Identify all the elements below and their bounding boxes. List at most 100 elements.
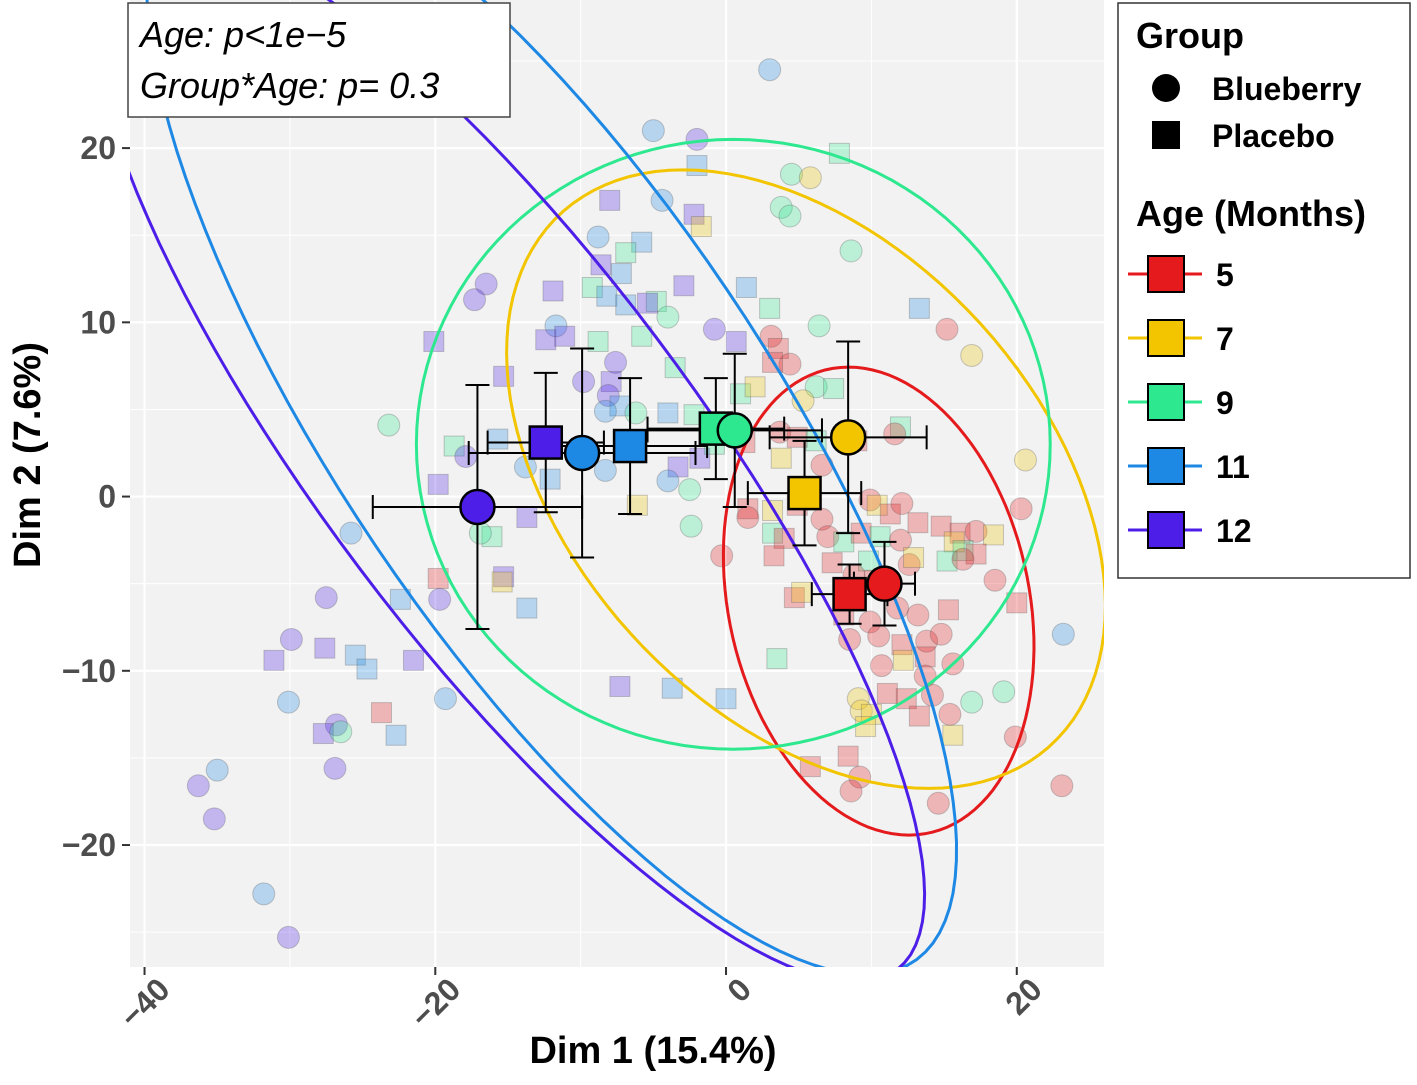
data-point-blueberry <box>779 162 803 186</box>
data-point-placebo <box>609 675 631 697</box>
data-point-blueberry <box>678 478 702 502</box>
data-point-blueberry <box>846 687 870 711</box>
data-point-blueberry <box>586 225 610 249</box>
legend-age-label: 12 <box>1216 513 1252 549</box>
data-point-placebo <box>791 581 813 603</box>
data-point-placebo <box>344 644 366 666</box>
data-point-placebo <box>402 649 424 671</box>
data-point-placebo <box>683 203 705 225</box>
legend-age-swatch <box>1147 383 1185 421</box>
data-point-blueberry <box>890 492 914 516</box>
data-point-placebo <box>949 522 971 544</box>
data-point-placebo <box>725 330 747 352</box>
data-point-blueberry <box>888 528 912 552</box>
centroid-placebo-age-11 <box>612 428 648 464</box>
data-point-placebo <box>542 280 564 302</box>
data-point-blueberry <box>736 505 760 529</box>
data-point-blueberry <box>858 610 882 634</box>
data-point-placebo <box>1006 592 1028 614</box>
data-point-blueberry <box>870 654 894 678</box>
confidence-ellipses <box>130 0 1104 967</box>
x-axis-ticks: −40 −20 0 20 <box>113 967 1049 1035</box>
data-point-blueberry <box>186 774 210 798</box>
data-point-placebo <box>937 599 959 621</box>
scatter-points <box>186 58 1075 949</box>
data-point-blueberry <box>428 587 452 611</box>
data-point-blueberry <box>935 317 959 341</box>
x-tick-label: −20 <box>404 971 468 1035</box>
data-point-blueberry <box>867 624 891 648</box>
data-point-placebo <box>715 688 737 710</box>
data-point-placebo <box>686 155 708 177</box>
data-point-blueberry <box>468 521 492 545</box>
data-point-placebo <box>892 649 914 671</box>
data-point-placebo <box>783 587 805 609</box>
data-point-placebo <box>385 724 407 746</box>
data-point-placebo <box>837 745 859 767</box>
data-point-placebo <box>493 566 515 588</box>
data-point-placebo <box>599 189 621 211</box>
data-point-placebo <box>427 473 449 495</box>
data-point-blueberry <box>596 384 620 408</box>
data-point-placebo <box>759 297 781 319</box>
y-axis-title: Dim 2 (7.6%) <box>7 342 49 568</box>
data-point-placebo <box>770 447 792 469</box>
data-point-placebo <box>481 526 503 548</box>
centroid-placebo-age-12 <box>528 425 564 460</box>
legend-age-label: 7 <box>1216 321 1234 357</box>
data-point-blueberry <box>702 317 726 341</box>
data-point-blueberry <box>593 399 617 423</box>
y-tick-label: −20 <box>62 827 116 863</box>
data-point-blueberry <box>544 314 568 338</box>
data-point-blueberry <box>656 305 680 329</box>
data-point-placebo <box>903 547 925 569</box>
data-point-placebo <box>314 637 336 659</box>
data-point-blueberry <box>656 469 680 493</box>
data-point-blueberry <box>276 690 300 714</box>
data-point-blueberry <box>960 690 984 714</box>
data-point-placebo <box>908 705 930 727</box>
data-point-placebo <box>615 242 637 264</box>
data-point-placebo <box>596 285 618 307</box>
legend-age-label: 9 <box>1216 385 1234 421</box>
data-point-blueberry <box>810 507 834 531</box>
data-point-blueberry <box>339 521 363 545</box>
data-point-placebo <box>610 263 632 285</box>
data-point-blueberry <box>593 458 617 482</box>
centroid-blueberry-age-9 <box>716 412 754 449</box>
centroid-blueberry-age-5 <box>866 565 903 602</box>
data-point-placebo <box>554 325 576 347</box>
x-tick-label: 20 <box>998 971 1049 1022</box>
legend-age-entry: 12 <box>1128 511 1252 549</box>
data-point-blueberry <box>992 680 1016 704</box>
legend-circle-icon <box>1152 74 1180 102</box>
data-point-blueberry <box>604 350 628 374</box>
data-point-blueberry <box>1051 622 1075 646</box>
data-point-blueberry <box>474 272 498 296</box>
data-point-placebo <box>516 597 538 619</box>
data-point-placebo <box>667 456 689 478</box>
data-point-placebo <box>664 357 686 379</box>
annotation-groupage-p: Group*Age: p= 0.3 <box>140 65 439 106</box>
data-point-placebo <box>443 435 465 457</box>
data-point-placebo <box>866 494 888 516</box>
data-point-blueberry <box>276 925 300 949</box>
centroid-blueberry-age-7 <box>829 419 867 456</box>
data-point-placebo <box>983 524 1005 546</box>
annotation-age-p: Age: p<1e−5 <box>138 14 347 55</box>
data-point-placebo <box>587 330 609 352</box>
x-tick-label: 0 <box>720 971 758 1009</box>
data-point-blueberry <box>938 702 962 726</box>
data-point-placebo <box>952 540 974 562</box>
centroid-markers <box>459 411 903 612</box>
data-point-placebo <box>645 290 667 312</box>
data-point-placebo <box>626 494 648 516</box>
data-point-placebo <box>263 649 285 671</box>
data-point-blueberry <box>960 343 984 367</box>
data-point-placebo <box>735 276 757 298</box>
data-point-placebo <box>930 515 952 537</box>
y-tick-label: 10 <box>80 304 116 340</box>
legend-age-title: Age (Months) <box>1136 193 1366 234</box>
data-point-blueberry <box>1050 774 1074 798</box>
data-point-placebo <box>879 503 901 525</box>
